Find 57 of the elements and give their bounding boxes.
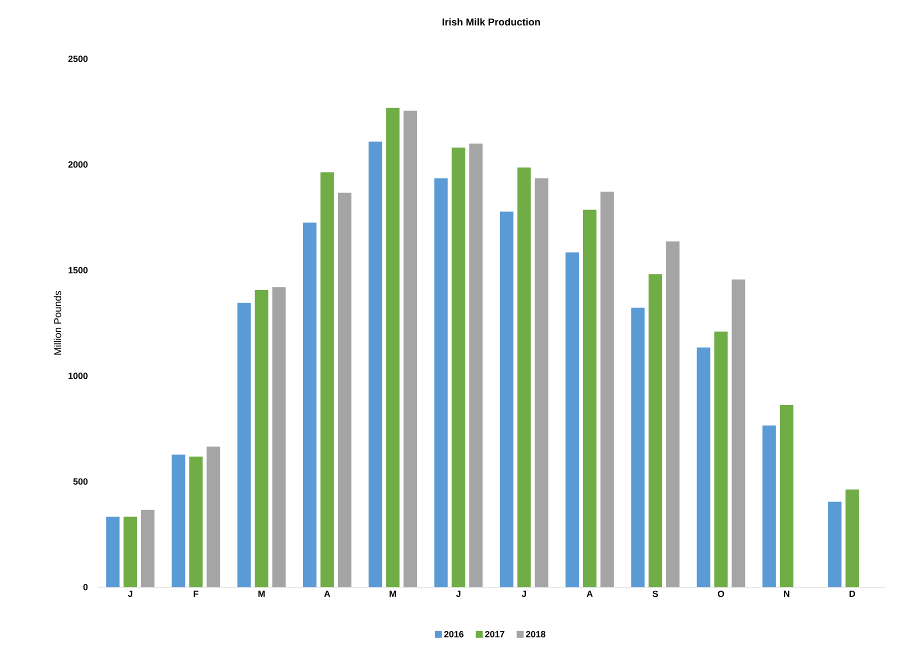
bar — [386, 108, 400, 588]
bar — [141, 510, 154, 588]
bar — [368, 142, 382, 588]
bar — [434, 178, 448, 588]
bar — [696, 348, 710, 588]
y-tick-label: 1000 — [68, 372, 88, 380]
legend-label: 2018 — [526, 631, 546, 638]
bar — [272, 287, 286, 588]
x-tick-label: J — [128, 590, 132, 597]
bar — [714, 332, 728, 588]
bar — [124, 516, 138, 588]
y-tick-label: 2500 — [68, 56, 88, 62]
bar — [254, 290, 268, 588]
bar — [517, 167, 531, 588]
bar — [828, 502, 842, 588]
x-tick-label: S — [652, 590, 658, 598]
x-tick-label: J — [456, 590, 460, 597]
x-tick-label: D — [850, 590, 856, 597]
x-tick-label: N — [784, 590, 790, 597]
bar — [206, 446, 220, 588]
bar — [404, 110, 417, 588]
x-tick-label: A — [586, 590, 593, 597]
bar — [631, 308, 645, 588]
y-axis-title: Million Pounds — [54, 290, 62, 355]
bar — [846, 490, 859, 588]
y-tick-label: 1500 — [68, 266, 88, 274]
x-tick-label: F — [194, 590, 198, 597]
y-tick-label: 500 — [73, 478, 88, 485]
bar — [500, 212, 514, 588]
x-tick-label: J — [522, 590, 526, 597]
bar — [172, 454, 186, 588]
x-tick-label: M — [258, 590, 265, 597]
x-tick-label: O — [718, 590, 724, 598]
bar — [189, 456, 203, 588]
bar — [534, 178, 548, 588]
bar — [106, 516, 120, 588]
bar — [600, 192, 614, 588]
bar — [566, 252, 579, 588]
bar — [237, 302, 251, 588]
bar — [338, 192, 352, 588]
legend-label: 2016 — [444, 631, 464, 638]
bar — [303, 222, 316, 588]
bar — [582, 210, 596, 588]
y-tick-label: 2000 — [68, 161, 88, 168]
y-tick-label: 0 — [83, 584, 88, 590]
legend-label: 2017 — [485, 631, 504, 638]
chart-title: Irish Milk Production — [442, 18, 540, 26]
x-tick-label: A — [324, 590, 330, 597]
bar — [780, 405, 794, 588]
bar — [452, 148, 466, 588]
bar — [666, 241, 680, 588]
bar — [320, 172, 334, 588]
bar — [469, 144, 483, 588]
bar — [648, 274, 662, 588]
x-tick-label: M — [390, 590, 396, 597]
bar — [732, 279, 746, 588]
bar — [762, 426, 776, 588]
